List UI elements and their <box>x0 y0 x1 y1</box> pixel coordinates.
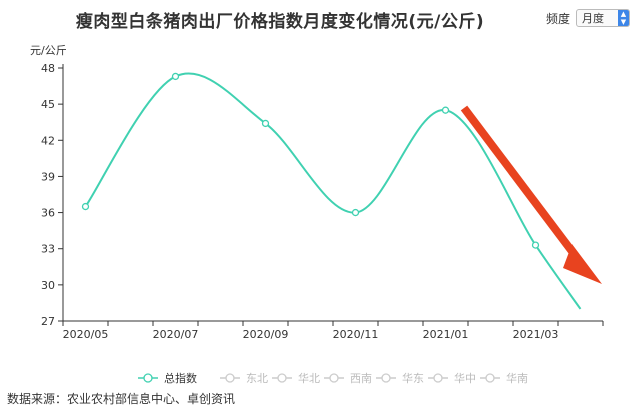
y-axis-unit: 元/公斤 <box>30 44 67 57</box>
series-layer <box>81 72 582 310</box>
y-tick-label: 30 <box>41 279 55 292</box>
legend-item[interactable]: 华北 <box>272 371 320 385</box>
select-arrows-icon: ▲ ▼ <box>618 10 629 26</box>
legend-label: 华南 <box>506 371 528 385</box>
trend-arrow <box>460 105 602 284</box>
y-tick-label: 27 <box>41 315 55 328</box>
legend-item[interactable]: 华中 <box>428 371 476 385</box>
y-tick-label: 48 <box>41 62 55 75</box>
y-axis: 27 30 33 36 39 42 45 48 <box>41 62 64 328</box>
y-tick-label: 33 <box>41 243 55 256</box>
legend-circle-icon <box>381 373 391 383</box>
legend-item[interactable]: 总指数 <box>138 371 197 385</box>
x-axis: 2020/05 2020/07 2020/09 2020/11 2021/01 2021/… <box>62 320 604 341</box>
legend-label: 华北 <box>298 371 320 385</box>
data-point <box>81 202 90 211</box>
legend-circle-icon <box>277 373 287 383</box>
x-tick-label: 2020/09 <box>243 328 289 341</box>
legend-item[interactable]: 华东 <box>376 371 424 385</box>
legend-circle-icon <box>225 373 235 383</box>
legend-item[interactable]: 西南 <box>324 372 372 385</box>
chart-title: 瘦肉型白条猪肉出厂价格指数月度变化情况(元/公斤) <box>75 12 485 32</box>
y-tick-label: 36 <box>41 207 55 220</box>
frequency-control: 频度 月度 ▲ ▼ <box>546 9 630 27</box>
x-tick-label: 2021/03 <box>513 328 559 341</box>
legend-label: 华中 <box>454 371 476 385</box>
y-tick-label: 42 <box>41 134 55 147</box>
x-tick-label: 2020/11 <box>333 328 379 341</box>
data-point <box>261 119 270 128</box>
y-tick-label: 39 <box>41 170 55 183</box>
legend-circle-icon <box>485 373 495 383</box>
x-tick-label: 2020/05 <box>63 328 109 341</box>
data-point <box>441 106 450 114</box>
data-point <box>171 72 180 81</box>
data-source: 数据来源：农业农村部信息中心、卓创资讯 <box>7 392 236 406</box>
legend-label: 东北 <box>246 372 268 385</box>
legend-circle-icon <box>433 373 443 383</box>
data-point <box>351 208 360 217</box>
legend[interactable]: 总指数 东北 华北 西南 华东 华中 华南 <box>138 371 528 385</box>
x-tick-label: 2020/07 <box>153 328 199 341</box>
data-point <box>531 241 540 249</box>
frequency-select-value: 月度 <box>582 12 604 25</box>
frequency-label: 频度 <box>545 11 570 26</box>
legend-label: 总指数 <box>164 371 197 385</box>
arrow-shaft <box>460 105 587 269</box>
x-tick-label: 2021/01 <box>423 328 469 341</box>
legend-label: 西南 <box>350 372 372 385</box>
legend-item[interactable]: 华南 <box>480 371 528 385</box>
frequency-select[interactable]: 月度 ▲ ▼ <box>576 9 630 27</box>
series-line <box>84 72 582 310</box>
arrow-head-icon <box>563 244 602 284</box>
legend-item[interactable]: 东北 <box>220 372 268 385</box>
legend-circle-icon <box>143 373 153 383</box>
y-tick-label: 45 <box>41 98 55 111</box>
legend-label: 华东 <box>402 371 424 385</box>
legend-circle-icon <box>329 373 339 383</box>
